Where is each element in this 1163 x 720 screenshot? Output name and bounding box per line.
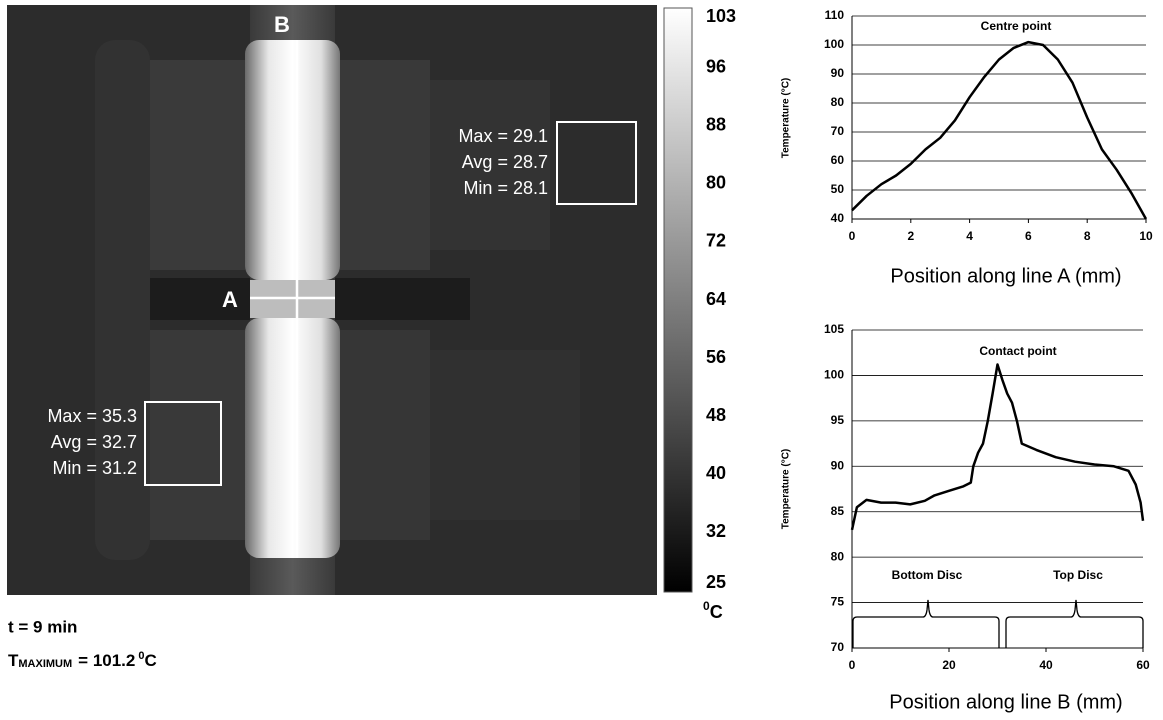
colorbar-tick-label: 48	[706, 405, 726, 425]
data-line	[850, 363, 1145, 531]
y-tick-label: 100	[824, 37, 844, 51]
colorbar-tick-label: 64	[706, 289, 726, 309]
annotation: Contact point	[979, 344, 1056, 358]
region-stat: Min = 31.2	[52, 458, 137, 478]
x-tick-label: 0	[849, 658, 856, 672]
x-tick-label: 2	[907, 229, 914, 243]
y-tick-label: 80	[831, 95, 845, 109]
y-tick-label: 110	[825, 8, 845, 22]
colorbar-tick-label: 96	[706, 57, 726, 77]
value: = 101.2	[78, 651, 135, 670]
x-axis-label: Position along line B (mm)	[889, 691, 1122, 713]
thermal-image	[7, 5, 657, 595]
colorbar-tick-label: 88	[706, 115, 726, 135]
caption-time: t = 9 min	[8, 617, 77, 636]
disc-label: Bottom Disc	[892, 568, 963, 582]
colorbar-tick-label: 103	[706, 6, 736, 26]
y-tick-label: 50	[831, 182, 845, 196]
x-tick-label: 10	[1139, 229, 1153, 243]
colorbar-tick-label: 40	[706, 463, 726, 483]
unit-degree: 0	[138, 650, 144, 662]
region-stat: Max = 29.1	[458, 126, 548, 146]
symbol: T	[8, 651, 19, 670]
x-tick-label: 20	[942, 658, 956, 672]
x-tick-label: 60	[1136, 658, 1150, 672]
y-tick-label: 70	[831, 640, 845, 654]
x-tick-label: 0	[849, 229, 856, 243]
unit-degree: 0	[703, 599, 710, 613]
y-tick-label: 75	[831, 595, 845, 609]
y-tick-label: 80	[831, 549, 845, 563]
colorbar-tick-label: 32	[706, 521, 726, 541]
y-axis-label: Temperature (°C)	[781, 78, 792, 159]
annotation: Centre point	[981, 19, 1052, 33]
x-tick-label: 40	[1039, 658, 1053, 672]
y-tick-label: 90	[831, 458, 845, 472]
region-stat: Min = 28.1	[463, 178, 548, 198]
colorbar-unit: 0C	[703, 599, 723, 622]
disc-profile	[852, 599, 1144, 648]
y-tick-label: 95	[831, 413, 845, 427]
y-tick-label: 90	[831, 66, 845, 80]
colorbar-tick-label: 56	[706, 347, 726, 367]
y-axis-label: Temperature (°C)	[781, 449, 792, 530]
y-tick-label: 60	[831, 153, 845, 167]
colorbar-tick-label: 72	[706, 231, 726, 251]
region-stat: Avg = 28.7	[462, 152, 548, 172]
y-tick-label: 105	[824, 322, 844, 336]
x-tick-label: 8	[1084, 229, 1091, 243]
y-tick-label: 100	[824, 368, 844, 382]
colorbar-tick-label: 80	[706, 173, 726, 193]
colorbar	[663, 7, 693, 593]
x-tick-label: 6	[1025, 229, 1032, 243]
colorbar-tick-label: 25	[706, 572, 726, 592]
data-line	[851, 40, 1148, 220]
region-stat: Avg = 32.7	[51, 432, 137, 452]
line-label: A	[222, 287, 238, 312]
caption-tmax: TMAXIMUM = 101.2 0C	[8, 650, 157, 671]
y-tick-label: 70	[831, 124, 845, 138]
y-tick-label: 85	[831, 504, 845, 518]
subscript: MAXIMUM	[18, 658, 72, 670]
unit: C	[145, 651, 157, 670]
x-tick-label: 4	[966, 229, 973, 243]
y-tick-label: 40	[831, 211, 845, 225]
x-axis-label: Position along line A (mm)	[890, 265, 1121, 287]
disc-label: Top Disc	[1053, 568, 1103, 582]
unit: C	[710, 602, 723, 622]
line-label: B	[274, 12, 290, 37]
region-stat: Max = 35.3	[47, 406, 137, 426]
